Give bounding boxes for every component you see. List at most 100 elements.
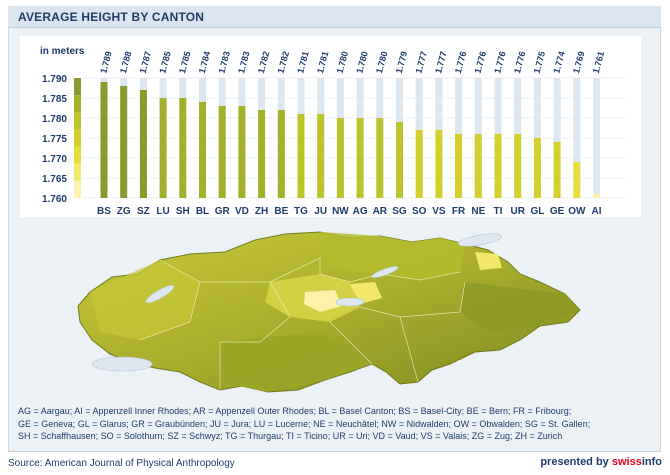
bar	[100, 82, 108, 198]
page-title: AVERAGE HEIGHT BY CANTON	[18, 10, 205, 24]
color-scale-segment	[74, 163, 81, 181]
value-label: 1.789	[98, 50, 113, 74]
brand-logo-swiss: swiss	[611, 456, 642, 468]
x-tick-label: GR	[215, 206, 231, 217]
value-label: 1.779	[394, 50, 409, 74]
bar	[514, 134, 522, 198]
x-tick-label: AG	[353, 206, 368, 217]
bar	[573, 162, 581, 198]
x-tick-label: SH	[176, 206, 190, 217]
y-tick-label: 1.785	[42, 94, 67, 105]
west-region	[90, 260, 200, 340]
presented-by-label: presented by	[540, 456, 609, 468]
x-tick-label: FR	[452, 206, 466, 217]
y-tick-label: 1.775	[42, 134, 67, 145]
y-axis-title: in meters	[40, 46, 85, 57]
x-tick-label: ZH	[255, 206, 268, 217]
legend-line: GE = Geneva; GL = Glarus; GR = Graubünde…	[18, 418, 591, 429]
bar	[455, 134, 463, 198]
appenzell-region	[475, 252, 502, 270]
bar	[356, 118, 364, 198]
value-label: 1.781	[315, 50, 330, 74]
color-scale-segment	[74, 129, 81, 147]
lake-constance	[458, 233, 502, 247]
bar	[139, 90, 147, 198]
bar	[435, 130, 443, 198]
x-tick-label: VD	[235, 206, 249, 217]
value-label: 1.780	[354, 50, 369, 74]
value-label: 1.782	[256, 50, 271, 74]
bar	[258, 110, 266, 198]
legend-line: SH = Schaffhausen; SO = Solothurn; SZ = …	[18, 431, 563, 441]
color-scale-segment	[74, 95, 81, 113]
y-tick-label: 1.760	[42, 194, 67, 205]
northeast-region	[320, 232, 465, 280]
value-label: 1.781	[295, 50, 310, 74]
bar-background	[573, 78, 581, 198]
value-label: 1.776	[473, 50, 488, 74]
bar	[317, 114, 325, 198]
title-bar: AVERAGE HEIGHT BY CANTON	[8, 6, 661, 28]
lake-geneva	[91, 356, 153, 372]
bar	[159, 98, 167, 198]
value-label: 1.780	[335, 50, 350, 74]
brand-logo-info: info	[641, 456, 662, 468]
x-tick-label: NE	[471, 206, 485, 217]
x-tick-label: VS	[432, 206, 446, 217]
value-label: 1.777	[433, 50, 448, 74]
value-label: 1.785	[177, 50, 192, 74]
x-tick-label: GE	[550, 206, 565, 217]
value-label: 1.775	[532, 50, 547, 74]
x-tick-label: BL	[196, 206, 209, 217]
x-tick-label: NW	[332, 206, 349, 217]
value-label: 1.776	[492, 50, 507, 74]
switzerland-map-svg	[77, 231, 581, 393]
bar	[120, 86, 128, 198]
value-label: 1.776	[512, 50, 527, 74]
value-label: 1.780	[374, 50, 389, 74]
bar	[277, 110, 285, 198]
color-scale-segment	[74, 146, 81, 164]
bar-chart: in meters 1.790 1.785 1.780 1.775 1.770 1.765 1…	[20, 36, 641, 217]
bar	[218, 106, 226, 198]
x-tick-label: AR	[373, 206, 388, 217]
legend-line: AG = Aargau; AI = Appenzell Inner Rhodes…	[18, 406, 572, 416]
bar	[593, 194, 600, 198]
bar-background	[553, 78, 561, 198]
value-label: 1.761	[591, 50, 606, 74]
color-scale-segment	[74, 78, 81, 96]
x-tick-label: AI	[592, 206, 602, 217]
bar	[238, 106, 246, 198]
lake-neuchatel	[145, 284, 175, 304]
x-tick-label: TG	[294, 206, 308, 217]
value-label: 1.783	[216, 50, 231, 74]
value-label: 1.788	[118, 50, 133, 74]
canton-borders	[139, 257, 466, 390]
x-tick-label: UR	[510, 206, 525, 217]
bar-background	[593, 78, 600, 198]
value-label: 1.774	[551, 50, 566, 74]
bar	[376, 118, 384, 198]
x-tick-label: ZG	[117, 206, 131, 217]
canton-abbreviation-legend: AG = Aargau; AI = Appenzell Inner Rhodes…	[18, 405, 658, 443]
value-label: 1.777	[413, 50, 428, 74]
x-tick-label: BE	[274, 206, 288, 217]
bar	[297, 114, 305, 198]
bar	[533, 138, 541, 198]
bar	[179, 98, 187, 198]
value-label: 1.787	[138, 50, 153, 74]
lucerne-region	[304, 290, 342, 312]
south-region	[220, 332, 372, 392]
x-tick-label: GL	[530, 206, 544, 217]
bar	[396, 122, 403, 198]
x-tick-label: BS	[97, 206, 111, 217]
x-tick-label: SO	[412, 206, 427, 217]
x-tick-label: LU	[156, 206, 169, 217]
source-credit: Source: American Journal of Physical Ant…	[8, 458, 235, 469]
color-scale-segment	[74, 180, 81, 198]
x-tick-label: JU	[314, 206, 327, 217]
bar	[199, 102, 206, 198]
value-label: 1.784	[197, 50, 212, 74]
southeast-region	[460, 282, 580, 332]
lake-lucerne	[335, 297, 365, 307]
